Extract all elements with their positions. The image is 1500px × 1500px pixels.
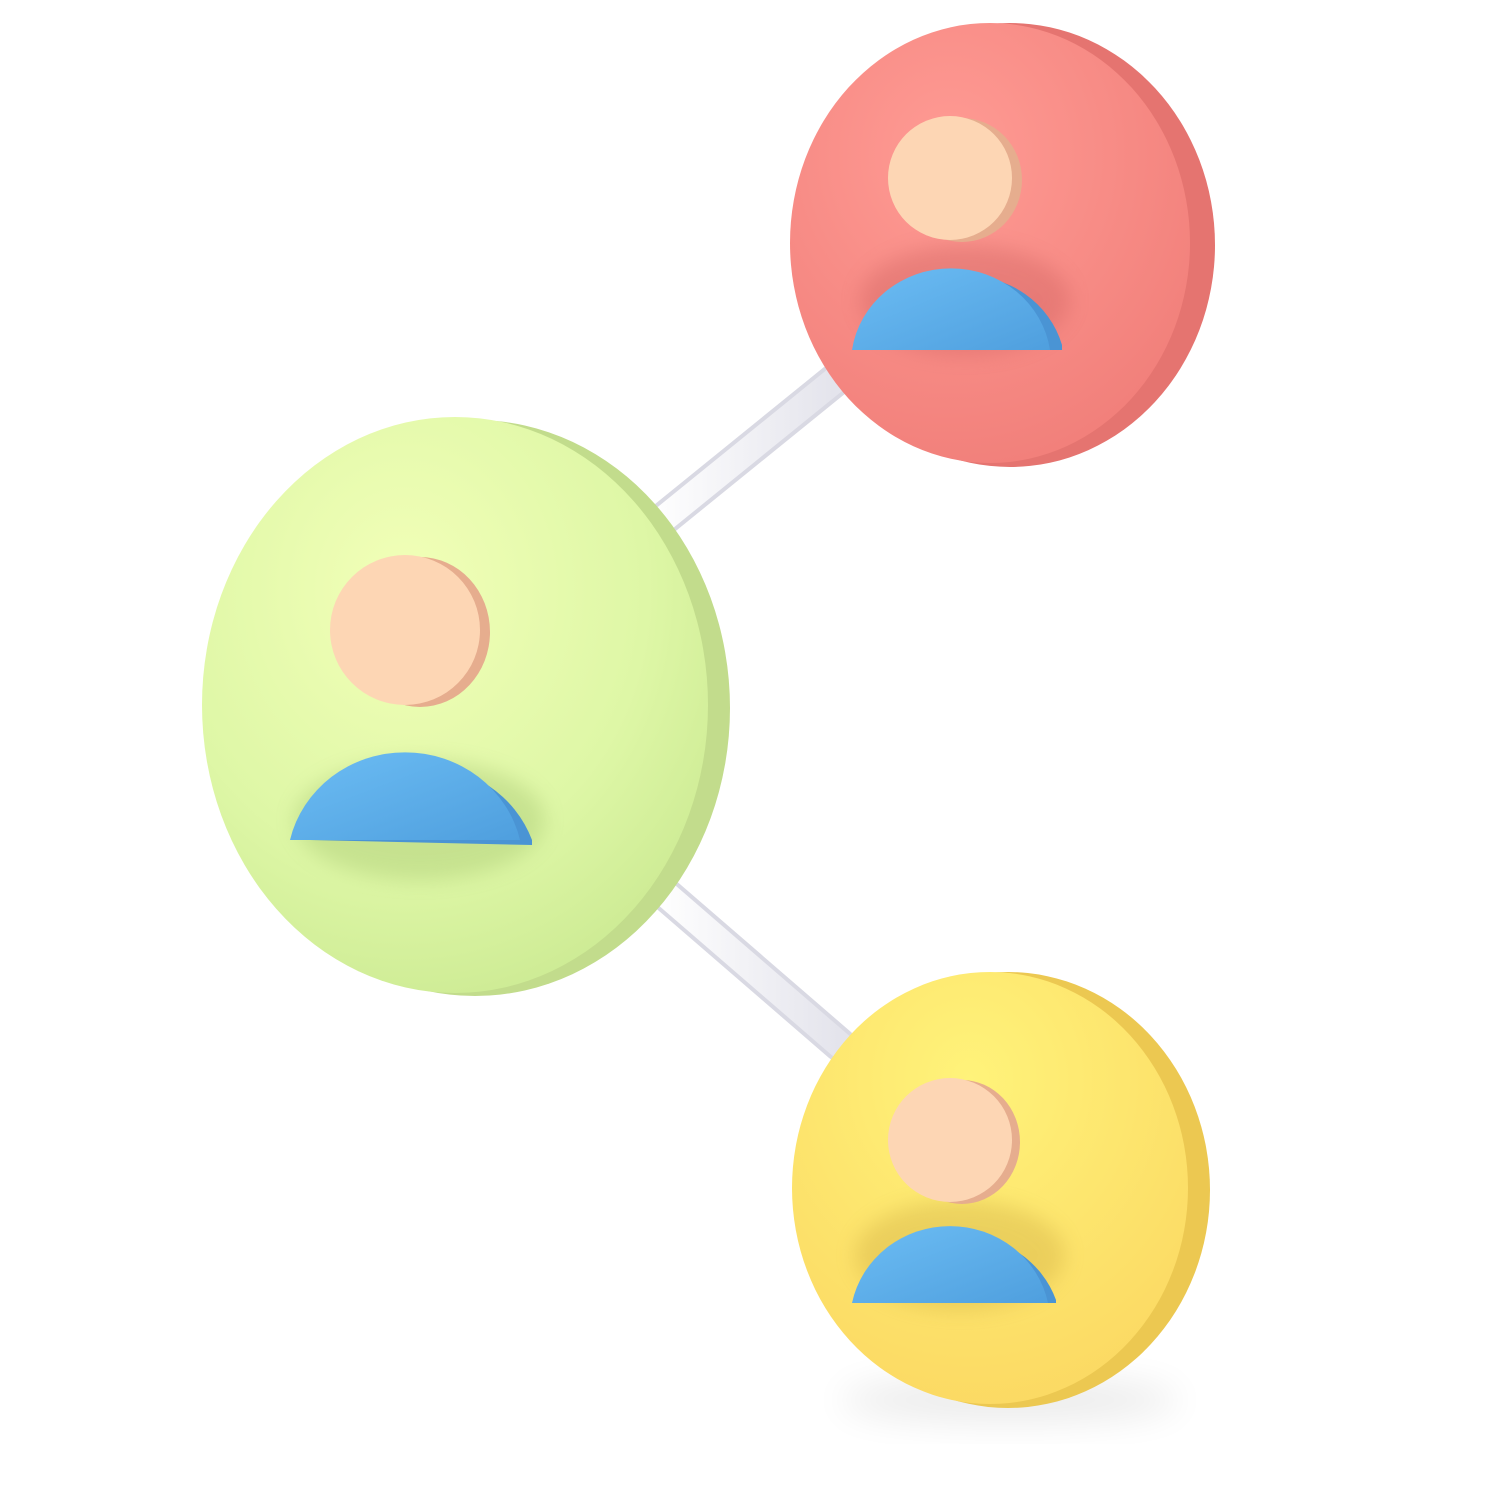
body [852,1226,1048,1303]
body [290,752,520,840]
connector-highlight [637,367,848,543]
head [330,555,480,705]
body [852,268,1050,350]
head [888,116,1012,240]
disc-green [202,417,708,993]
disc-red [790,23,1190,463]
connector-highlight [642,872,853,1058]
head [888,1078,1012,1202]
